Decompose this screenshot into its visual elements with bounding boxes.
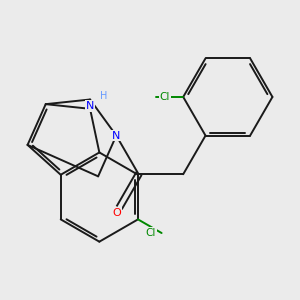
Text: Cl: Cl — [160, 92, 170, 102]
Text: Cl: Cl — [146, 228, 156, 238]
Text: N: N — [112, 130, 121, 141]
Text: O: O — [113, 208, 122, 218]
Text: N: N — [86, 101, 94, 111]
Text: H: H — [100, 92, 108, 101]
